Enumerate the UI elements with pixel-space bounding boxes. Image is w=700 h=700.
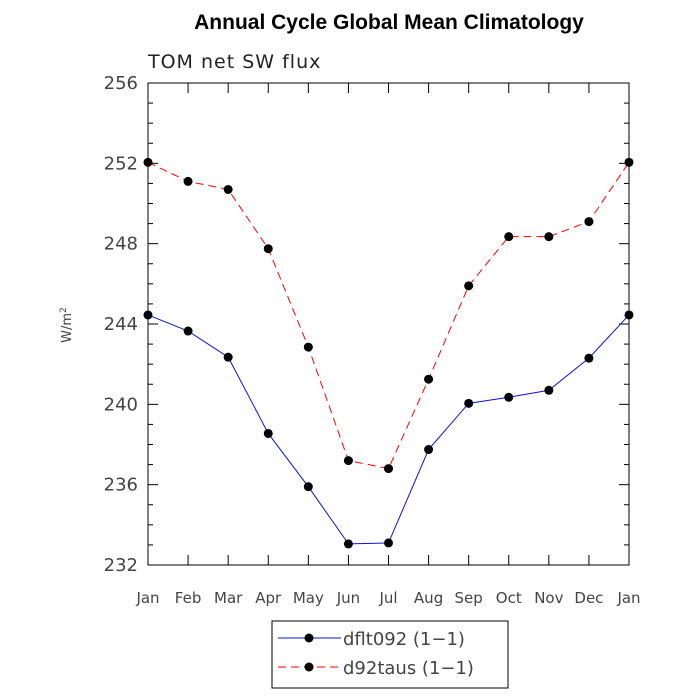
axis-ticks <box>147 82 630 566</box>
x-tick-label: Feb <box>175 589 202 607</box>
legend-marker <box>304 633 314 643</box>
data-point <box>303 482 313 492</box>
data-point <box>464 281 474 291</box>
data-point <box>263 244 273 254</box>
chart-title: Annual Cycle Global Mean Climatology <box>194 11 584 34</box>
data-point <box>183 326 193 336</box>
data-point <box>143 310 153 320</box>
data-series <box>143 157 634 549</box>
x-tick-label: Jan <box>616 589 640 607</box>
y-tick-label: 232 <box>104 555 138 576</box>
y-tick-label: 236 <box>104 475 138 496</box>
y-tick-label: 244 <box>104 314 138 335</box>
data-point <box>223 184 233 194</box>
x-tick-label: Nov <box>534 589 563 607</box>
data-point <box>464 398 474 408</box>
data-point <box>544 385 554 395</box>
x-tick-label: Apr <box>255 589 282 607</box>
data-point <box>424 374 434 384</box>
chart-subtitle: TOM net SW flux <box>147 51 321 73</box>
y-tick-label: 248 <box>104 234 138 255</box>
x-tick-label: Mar <box>214 589 243 607</box>
legend-label: d92taus (1−1) <box>343 658 474 679</box>
x-tick-label: Aug <box>414 589 443 607</box>
data-point <box>504 232 514 242</box>
legend-label: dflt092 (1−1) <box>343 629 465 650</box>
x-tick-label: Jun <box>336 589 360 607</box>
y-axis-label-text: W/m <box>60 313 75 343</box>
data-point <box>504 392 514 402</box>
data-point <box>584 353 594 363</box>
data-point <box>183 176 193 186</box>
data-point <box>143 157 153 167</box>
legend-items: dflt092 (1−1) d92taus (1−1) <box>278 629 474 679</box>
x-tick-label: Oct <box>496 589 522 607</box>
data-point <box>384 464 393 474</box>
data-point <box>343 539 353 549</box>
data-point <box>584 217 594 227</box>
data-point <box>624 310 634 320</box>
y-tick-labels: 232 236 240 244 248 252 256 <box>104 73 138 576</box>
legend-box <box>271 620 509 689</box>
y-tick-label: 240 <box>104 394 138 415</box>
data-point <box>263 428 273 438</box>
y-tick-label: 252 <box>104 153 138 174</box>
data-point <box>343 456 353 466</box>
data-point <box>544 232 554 242</box>
x-tick-label: May <box>293 589 324 607</box>
y-tick-label: 256 <box>104 73 138 94</box>
x-tick-label: Jul <box>378 589 397 607</box>
series-line-0 <box>147 314 630 545</box>
x-tick-label: Sep <box>455 589 483 607</box>
data-point <box>303 342 313 352</box>
legend: dflt092 (1−1) d92taus (1−1) <box>271 620 509 689</box>
legend-marker <box>304 662 314 672</box>
x-tick-label: Dec <box>574 589 603 607</box>
y-axis-label: W/m2 <box>59 307 75 343</box>
x-tick-labels: Jan Feb Mar Apr May Jun Jul Aug Sep Oct Nov Dec Jan <box>135 589 640 607</box>
plot-frame <box>147 82 630 566</box>
data-point <box>384 538 393 548</box>
data-point <box>624 157 634 167</box>
data-point <box>424 445 434 455</box>
series-line-1 <box>147 161 630 470</box>
y-axis-label-superscript: 2 <box>59 307 69 313</box>
x-tick-label: Jan <box>135 589 159 607</box>
data-point <box>223 352 233 362</box>
